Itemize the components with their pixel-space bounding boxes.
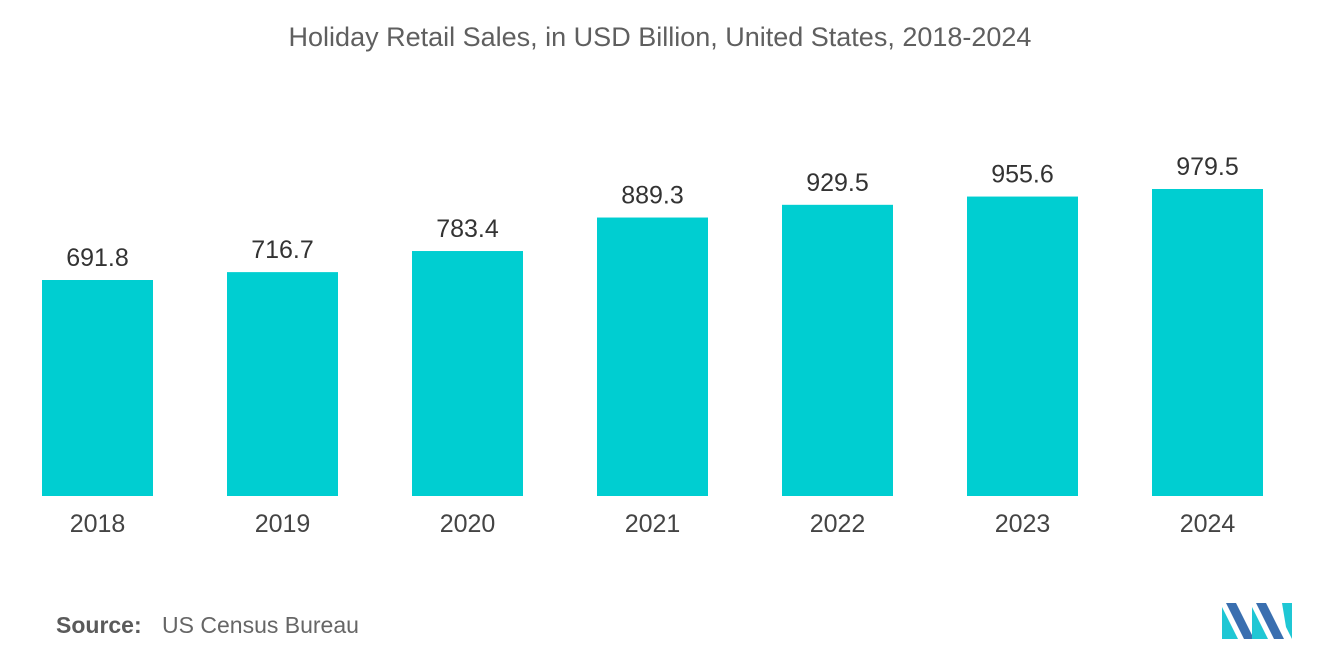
bar-2022	[782, 204, 893, 497]
source-value: US Census Bureau	[162, 612, 359, 638]
chart-title: Holiday Retail Sales, in USD Billion, Un…	[288, 22, 1032, 52]
x-tick-label-2018: 2018	[70, 510, 126, 538]
x-tick-label-2020: 2020	[440, 510, 496, 538]
x-tick-label-2022: 2022	[810, 510, 866, 538]
bar-2023	[967, 196, 1078, 496]
data-label-2020: 783.4	[436, 215, 499, 243]
data-label-2024: 979.5	[1176, 153, 1239, 181]
bar-2019	[227, 272, 338, 496]
mordor-intelligence-logo-icon	[1222, 603, 1292, 639]
bar-2018	[42, 280, 153, 496]
x-tick-label-2021: 2021	[625, 510, 681, 538]
data-label-2023: 955.6	[991, 161, 1054, 189]
data-label-2018: 691.8	[66, 244, 129, 272]
bar-2020	[412, 251, 523, 496]
bar-2021	[597, 217, 708, 497]
x-tick-label-2023: 2023	[995, 510, 1051, 538]
source-label: Source:	[56, 612, 142, 638]
bar-2024	[1152, 189, 1263, 496]
data-label-2021: 889.3	[621, 182, 684, 210]
source-note: Source: US Census Bureau	[56, 612, 359, 639]
x-tick-label-2019: 2019	[255, 510, 311, 538]
bar-chart: 691.8 2018 716.7 2019 783.4 2020 889.3 2021 929.…	[42, 153, 1263, 538]
data-label-2019: 716.7	[251, 236, 314, 264]
x-tick-label-2024: 2024	[1180, 510, 1236, 538]
data-label-2022: 929.5	[806, 169, 869, 197]
